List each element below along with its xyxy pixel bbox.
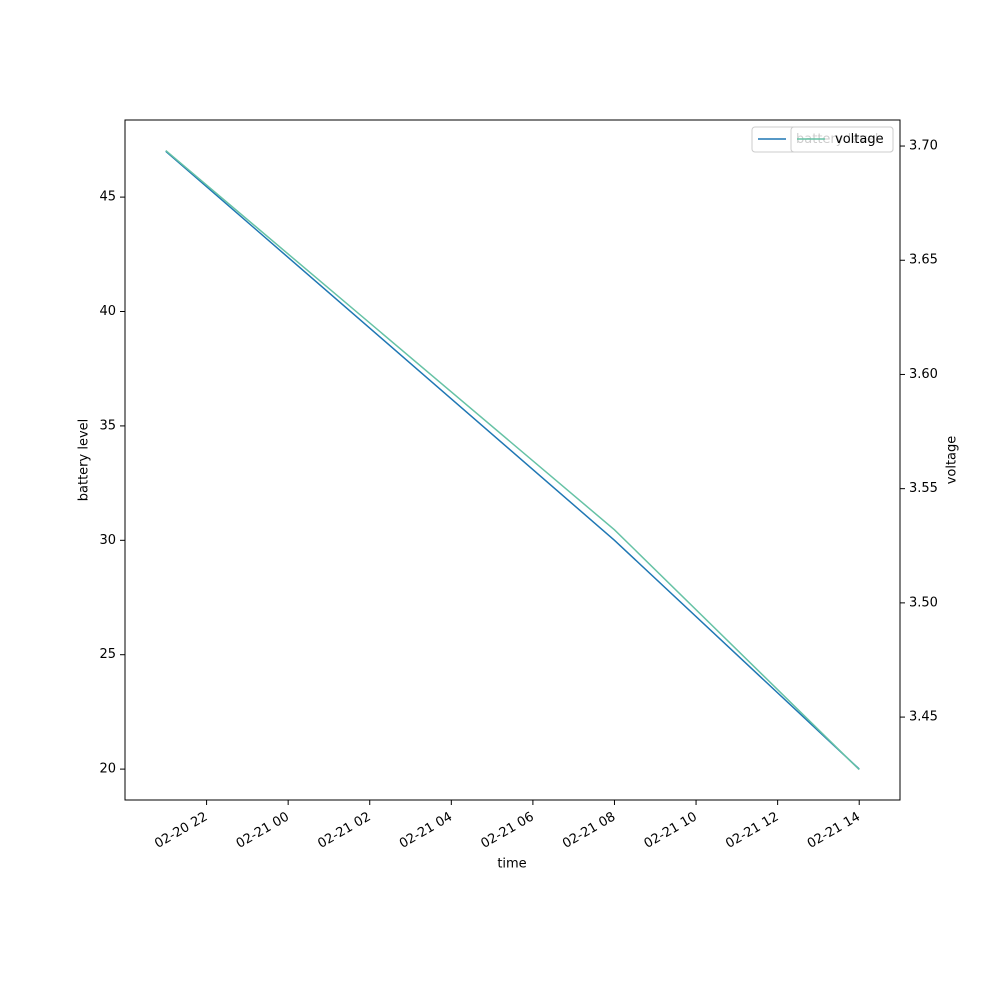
series-line xyxy=(165,150,860,770)
y2-tick-label: 3.60 xyxy=(909,367,938,382)
x-tick-label: 02-21 06 xyxy=(479,810,537,852)
x-tick-label: 02-21 04 xyxy=(397,810,455,852)
x-tick-label: 02-21 08 xyxy=(560,810,618,852)
legend-box xyxy=(790,126,894,153)
y-tick-label: 20 xyxy=(99,762,116,777)
y-tick-label: 30 xyxy=(99,533,116,548)
y-tick-label: 45 xyxy=(99,190,116,205)
y2-tick-label: 3.55 xyxy=(909,481,938,496)
y-tick-label: 40 xyxy=(99,304,116,319)
x-tick-label: 02-21 12 xyxy=(723,810,781,852)
x-tick-label: 02-21 02 xyxy=(315,810,373,852)
x-tick-label: 02-21 10 xyxy=(642,810,700,852)
y-tick-label: 35 xyxy=(99,418,116,433)
legend-label: voltage xyxy=(835,132,884,147)
y2-axis-label: voltage xyxy=(945,436,960,485)
x-tick-label: 02-20 22 xyxy=(152,810,210,852)
y2-tick-label: 3.45 xyxy=(909,710,938,725)
y2-tick-label: 3.65 xyxy=(909,253,938,268)
plot-frame xyxy=(124,119,901,801)
y2-tick-label: 3.50 xyxy=(909,595,938,610)
series-line xyxy=(165,150,860,771)
x-tick-label: 02-21 00 xyxy=(234,810,292,852)
y-axis-label: battery level xyxy=(77,419,92,502)
y-tick-label: 25 xyxy=(99,647,116,662)
x-tick-label: 02-21 14 xyxy=(805,810,863,852)
y2-tick-label: 3.70 xyxy=(909,139,938,154)
x-axis-label: time xyxy=(497,857,526,872)
